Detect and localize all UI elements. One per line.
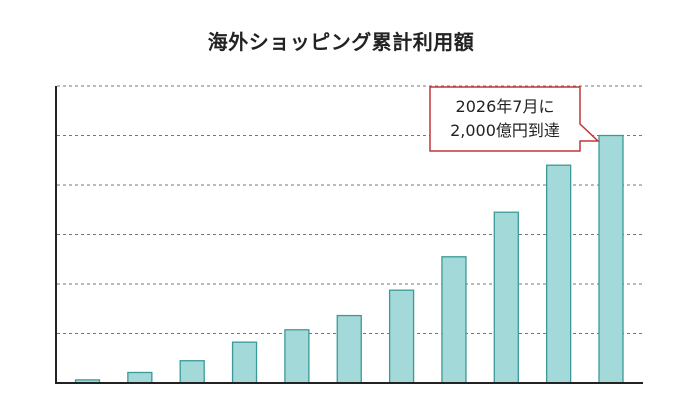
bar-4	[231, 341, 258, 384]
annotation-callout: 2026年7月に 2,000億円到達	[429, 86, 600, 152]
callout-line-2: 2,000億円到達	[450, 121, 560, 140]
bar-10	[546, 164, 572, 384]
bar-8	[441, 256, 467, 384]
bar-6	[336, 314, 362, 384]
bar-11	[598, 134, 624, 384]
callout-line-1: 2026年7月に	[456, 97, 555, 116]
bar-3	[179, 360, 205, 384]
bar-9	[493, 211, 519, 384]
chart-title: 海外ショッピング累計利用額	[207, 30, 475, 54]
axes	[55, 86, 643, 384]
callout-box	[429, 86, 600, 152]
bars	[74, 134, 624, 384]
bar-7	[388, 289, 415, 384]
bar-2	[127, 371, 153, 384]
bar-5	[284, 329, 310, 384]
